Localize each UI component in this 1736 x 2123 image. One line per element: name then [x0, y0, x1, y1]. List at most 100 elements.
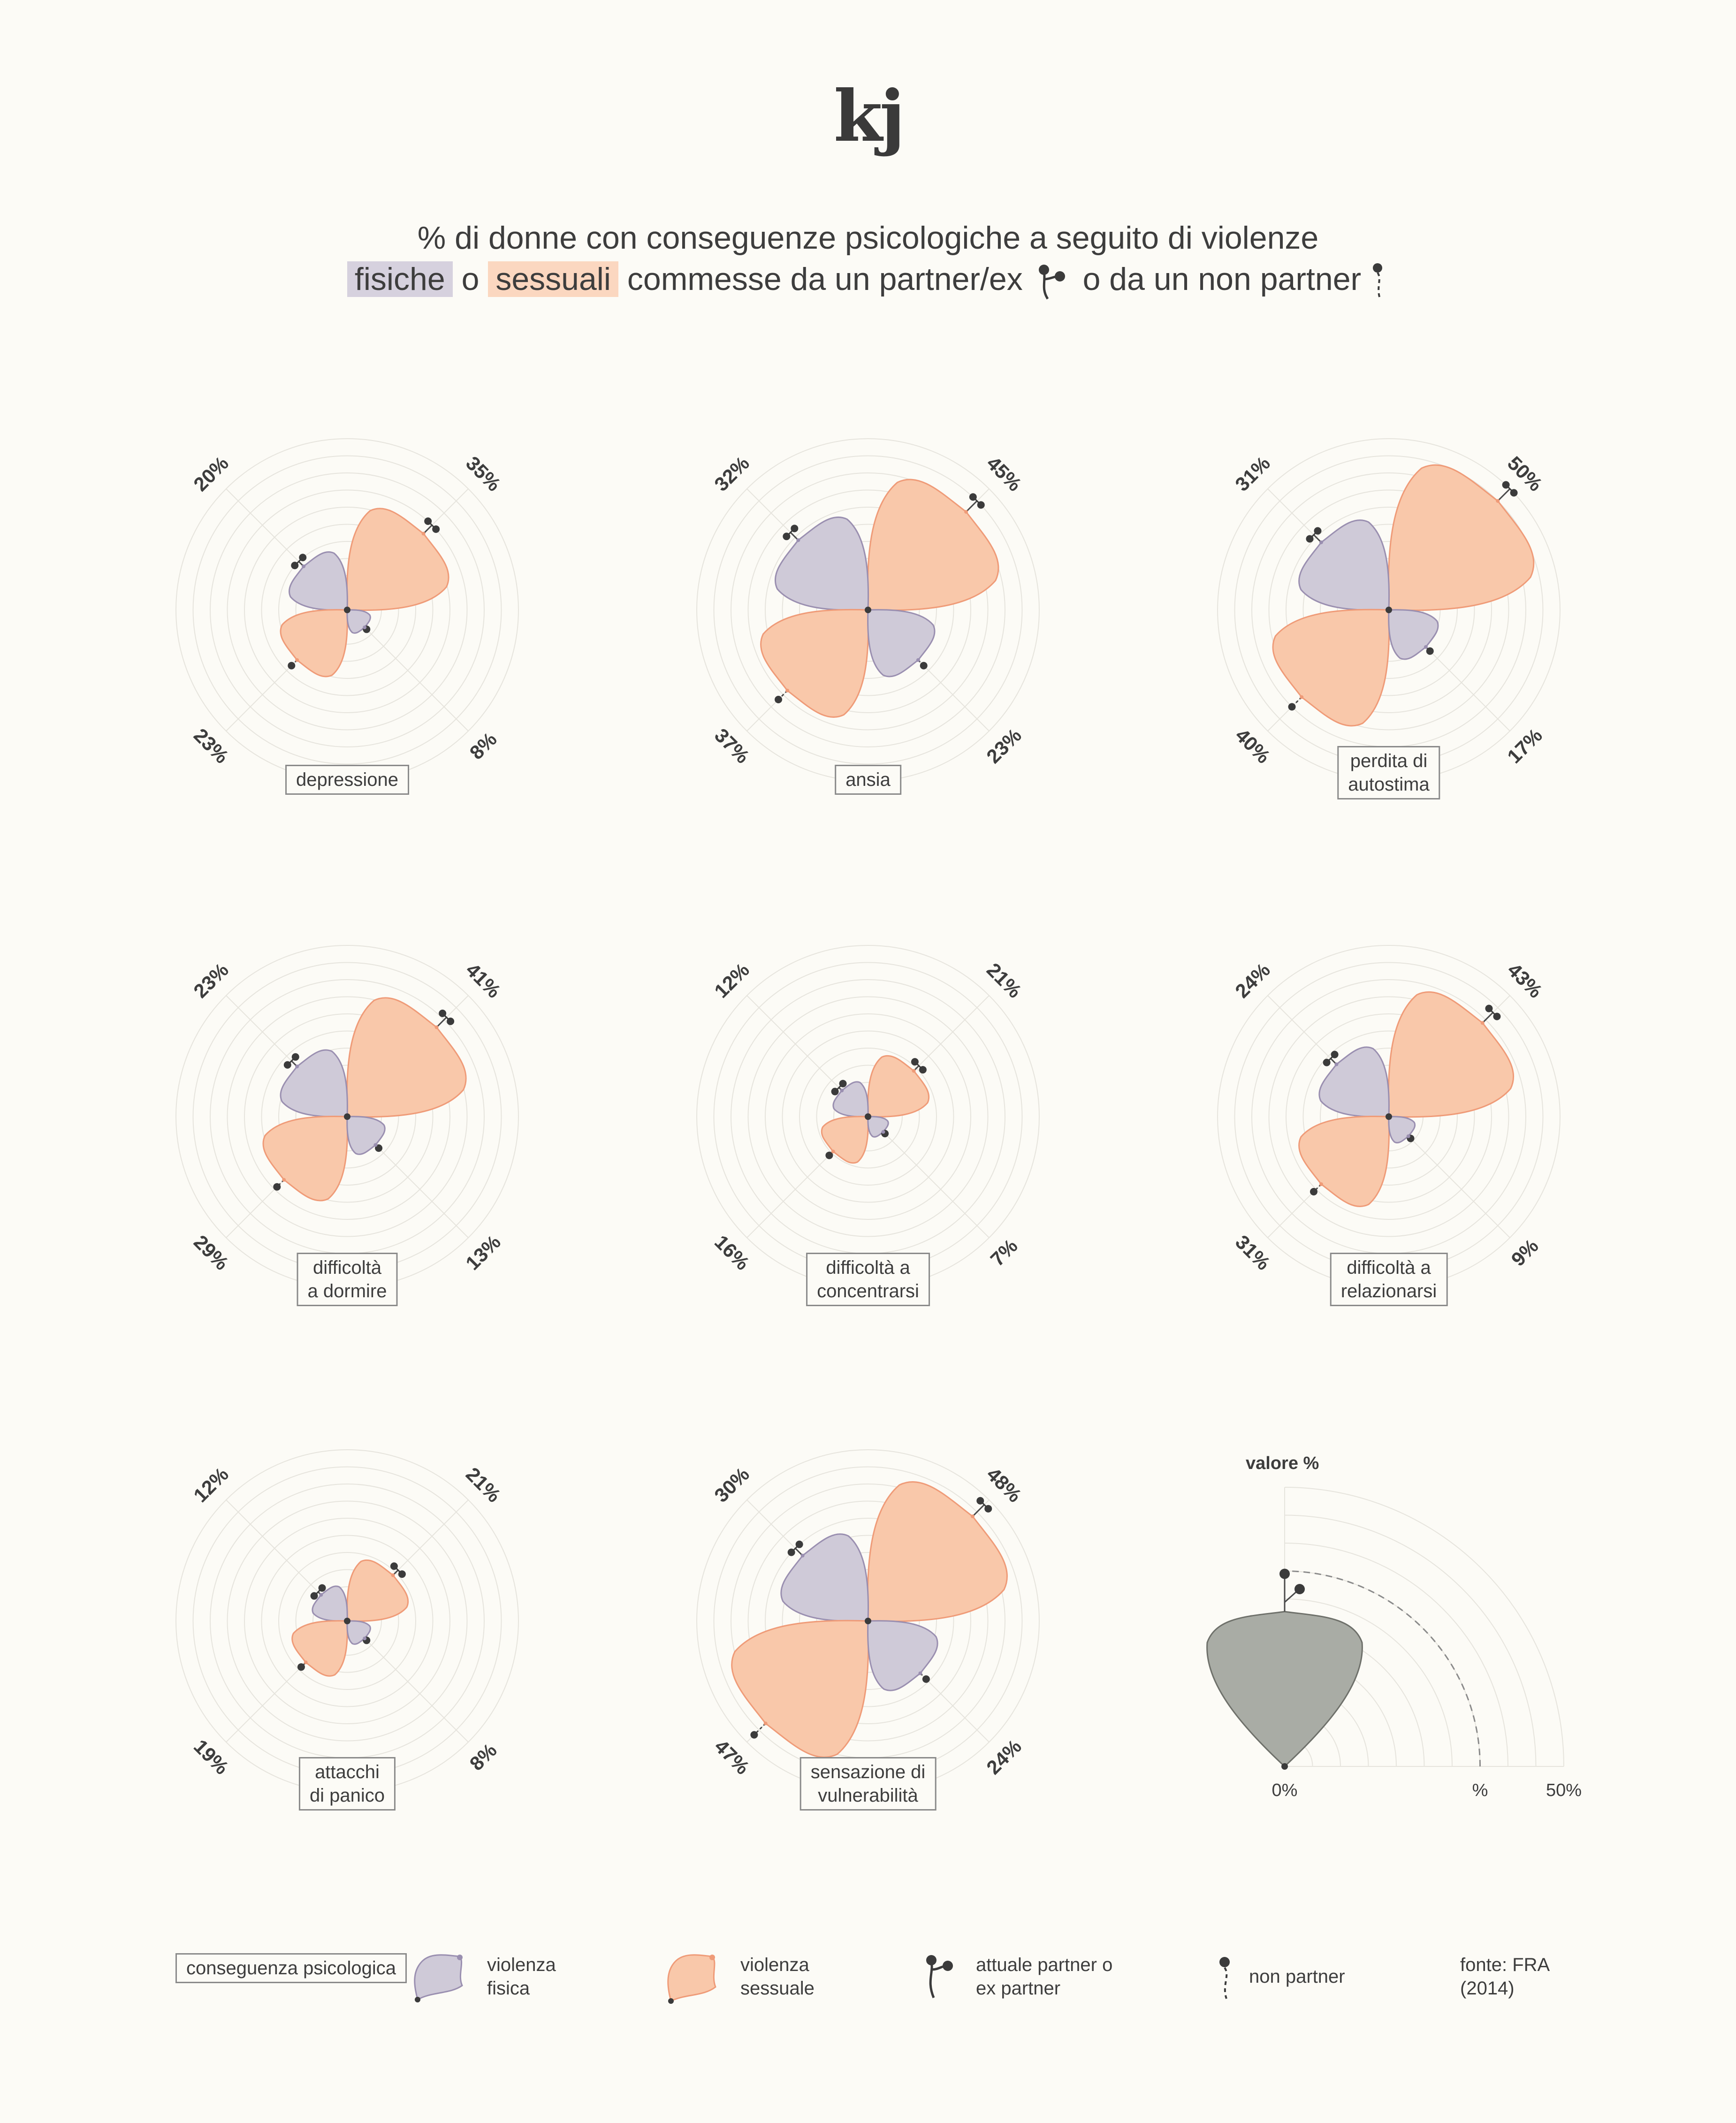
petal-stem: [423, 525, 433, 534]
radial-chart: [696, 945, 1040, 1288]
grid-ring: [1302, 524, 1475, 696]
reference-partner-marker: [1279, 1568, 1290, 1579]
nonpartner-marker: [273, 1183, 281, 1191]
petal-tip-dot: [970, 1514, 975, 1519]
grid-ring: [278, 1048, 416, 1186]
reference-origin: [1281, 1763, 1288, 1770]
nonpartner-marker: [1310, 1188, 1317, 1196]
petal-tip-dot: [295, 658, 299, 662]
category-label: sensazione di vulnerabilità: [799, 1757, 937, 1811]
nonpartner-marker: [750, 1731, 758, 1739]
category-label: difficoltà a relazionarsi: [1330, 1253, 1448, 1306]
petal-tip-dot: [796, 538, 800, 542]
category-label: ansia: [835, 765, 901, 795]
category-label: perdita di autostima: [1337, 746, 1440, 799]
category-label: attacchi di panico: [298, 1757, 396, 1811]
grid-ring: [1337, 1065, 1441, 1169]
petal-tip-dot: [319, 1593, 323, 1597]
nonpartner-marker: [1288, 703, 1296, 711]
legend-physical-label: violenza fisica: [487, 1955, 556, 1999]
grid-ring: [731, 472, 1005, 747]
radial-chart: [696, 438, 1040, 782]
grid-ring: [227, 1500, 468, 1742]
reference-ring: [1284, 1514, 1537, 1767]
reference-tick: 0%: [1272, 1781, 1298, 1800]
nonpartner-marker: [775, 695, 783, 703]
radial-chart: [175, 945, 519, 1288]
radial-chart: [1217, 438, 1561, 782]
subtitle-middle: commesse da un partner/ex: [627, 261, 1023, 297]
grid-ring: [782, 1030, 954, 1203]
legend-source: fonte: FRA (2014): [1460, 1955, 1549, 1999]
petal-tip-dot: [295, 1065, 299, 1069]
chart-center: [865, 1618, 871, 1624]
petal-tip-dot: [1480, 1021, 1485, 1025]
or-word: o: [461, 261, 480, 297]
petal-tip-dot: [304, 1660, 308, 1665]
nonpartner-marker-icon: [1373, 263, 1383, 300]
petal-tip-dot: [1496, 499, 1500, 503]
nonpartner-marker: [825, 1151, 833, 1159]
grid-ring: [765, 1518, 971, 1724]
petal-stem: [1482, 1012, 1494, 1024]
grid-ring: [261, 1535, 434, 1707]
reference-ring: [1284, 1598, 1453, 1767]
grid-ring: [1320, 1048, 1458, 1186]
radial-chart: [696, 1449, 1040, 1793]
grid-ring: [747, 489, 989, 730]
grid-ring: [278, 1552, 416, 1690]
grid-ring: [799, 1048, 937, 1186]
reference-ring: [1284, 1543, 1508, 1767]
category-label: depressione: [285, 765, 409, 795]
grid-ring: [1286, 1013, 1492, 1220]
petal-stem: [1497, 488, 1511, 502]
petal-tip-dot: [391, 1573, 395, 1577]
reference-tick: %: [1472, 1781, 1488, 1800]
petal-tip-dot: [282, 1178, 286, 1182]
grid-ring: [747, 996, 989, 1237]
grid-ring: [1286, 507, 1492, 713]
petal-tip-dot: [373, 1143, 378, 1147]
chart-title: % di donne con conseguenze psicologiche …: [0, 220, 1736, 256]
grid-ring: [765, 507, 971, 713]
grid-ring: [244, 1013, 450, 1220]
reference-value-arc: [1284, 1570, 1481, 1767]
grid-ring: [295, 1569, 399, 1673]
grid-ring: [295, 1065, 399, 1169]
grid-ring: [295, 558, 399, 662]
nonpartner-marker: [288, 662, 296, 670]
chart-center: [1386, 1113, 1392, 1120]
nonpartner-marker: [922, 1675, 930, 1683]
grid-ring: [816, 558, 920, 662]
partner-marker-icon: [1038, 265, 1065, 300]
legend-nonpartner-marker-icon: [1219, 1957, 1230, 1999]
grid-ring: [227, 489, 468, 730]
chart-center: [344, 1618, 350, 1624]
grid-ring: [833, 1082, 903, 1151]
petal-tip-dot: [1424, 645, 1428, 649]
legend-partner-label: attuale partner o ex partner: [976, 1955, 1113, 1999]
sexual-highlight: sessuali: [488, 261, 618, 297]
grid-ring: [261, 524, 434, 696]
petal-tip-dot: [302, 564, 306, 569]
petal-tip-dot: [800, 1553, 805, 1558]
petal-tip-dot: [1319, 1182, 1323, 1187]
chart-subtitle: fisiche o sessuali commesse da un partne…: [0, 260, 1736, 303]
reference-tick: 50%: [1546, 1781, 1582, 1800]
reference-partner-marker: [1294, 1584, 1305, 1594]
petal-tip-dot: [363, 1636, 367, 1641]
petal-tip-dot: [1300, 695, 1304, 699]
petal-tip-dot: [363, 625, 367, 630]
petal-stem: [754, 1723, 766, 1735]
radial-chart: [1217, 945, 1561, 1288]
legend-physical-petal-icon: [414, 1954, 463, 2002]
grid-ring: [765, 1013, 971, 1220]
chart-center: [1386, 607, 1392, 613]
logo: kj: [833, 75, 905, 158]
grid-ring: [782, 524, 954, 696]
chart-center: [865, 1113, 871, 1120]
grid-ring: [1268, 489, 1509, 730]
grid-ring: [1320, 541, 1458, 679]
grid-ring: [244, 1518, 450, 1724]
